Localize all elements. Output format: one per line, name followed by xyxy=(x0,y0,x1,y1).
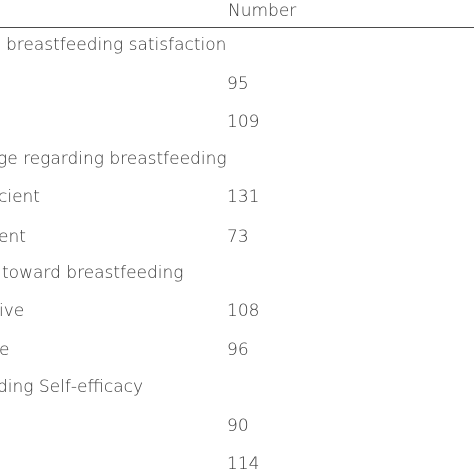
table-row: 109 xyxy=(0,109,474,135)
row-label: cient xyxy=(0,187,40,207)
row-number: 95 xyxy=(227,74,249,94)
row-label: ive xyxy=(0,301,25,321)
table-row: 114 xyxy=(0,451,474,474)
row-label: e xyxy=(0,340,10,360)
row-label: toward breastfeeding xyxy=(2,263,184,283)
row-number: 109 xyxy=(227,112,260,132)
table-row: 95 xyxy=(0,71,474,97)
table-row: ent 73 xyxy=(0,224,474,250)
row-number: 114 xyxy=(227,454,260,474)
row-number: 90 xyxy=(227,416,249,436)
table-row-section: toward breastfeeding xyxy=(0,260,474,286)
table-header-row: Number xyxy=(0,0,474,28)
row-number: 73 xyxy=(227,227,249,247)
table-row: cient 131 xyxy=(0,184,474,210)
column-header-number: Number xyxy=(228,1,297,21)
table-row-section: ge regarding breastfeeding xyxy=(0,146,474,172)
header-divider xyxy=(0,27,474,28)
row-label: ent xyxy=(0,227,26,247)
row-number: 96 xyxy=(227,340,249,360)
table-row: e 96 xyxy=(0,337,474,363)
row-label: breastfeeding satisfaction xyxy=(6,35,227,55)
row-number: 108 xyxy=(227,301,260,321)
table-row: 90 xyxy=(0,413,474,439)
table-row-section: ding Self-efficacy xyxy=(0,374,474,400)
table-row-section: breastfeeding satisfaction xyxy=(0,32,474,58)
row-label: ge regarding breastfeeding xyxy=(0,149,227,169)
row-number: 131 xyxy=(227,187,260,207)
row-label: ding Self-efficacy xyxy=(0,377,144,397)
table-row: ive 108 xyxy=(0,298,474,324)
